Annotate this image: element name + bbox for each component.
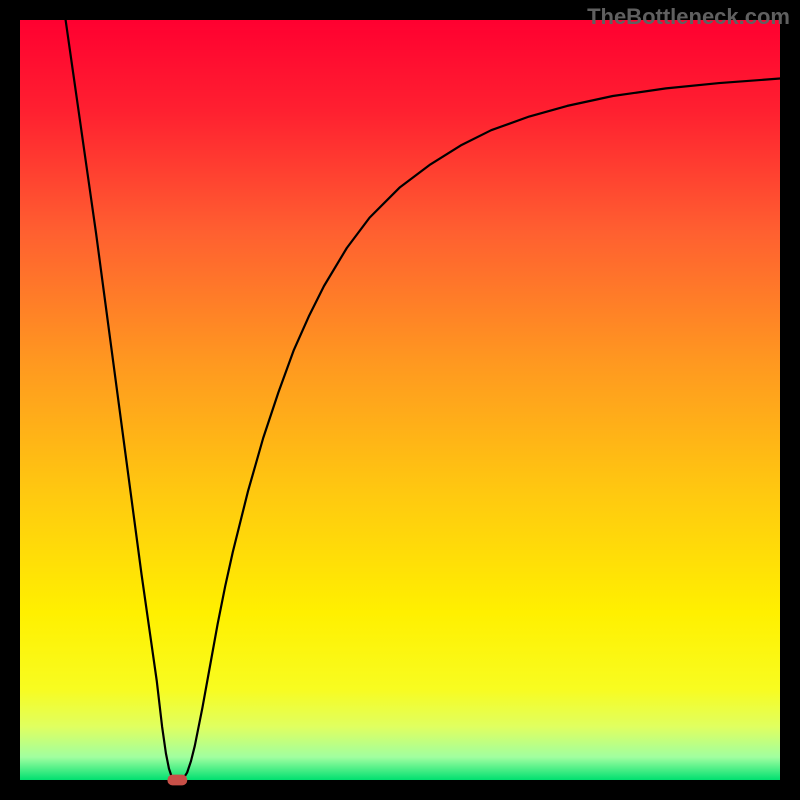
bottleneck-chart xyxy=(0,0,800,800)
optimum-marker xyxy=(167,775,187,786)
plot-background xyxy=(20,20,780,780)
chart-container: TheBottleneck.com xyxy=(0,0,800,800)
watermark-text: TheBottleneck.com xyxy=(587,4,790,30)
